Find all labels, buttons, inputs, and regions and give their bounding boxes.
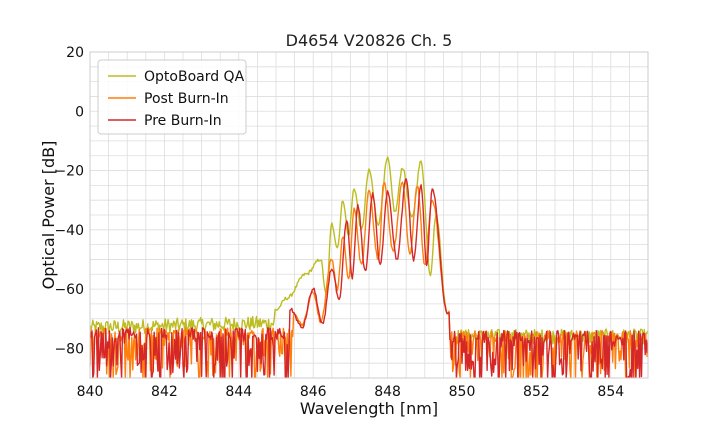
x-tick-label: 850 bbox=[449, 384, 476, 400]
y-tick-label: 20 bbox=[66, 45, 84, 61]
x-tick-labels: 840 842 844 846 848 850 852 854 bbox=[77, 384, 625, 400]
y-tick-label: −80 bbox=[54, 341, 84, 357]
y-tick-label: −60 bbox=[54, 282, 84, 298]
y-tick-label: 0 bbox=[75, 104, 84, 120]
series-line-optoboard-qa bbox=[90, 156, 648, 345]
x-tick-label: 852 bbox=[523, 384, 550, 400]
y-tick-labels: 20 0 −20 −40 −60 −80 bbox=[54, 45, 84, 357]
plot-frame bbox=[89, 51, 649, 379]
x-tick-label: 854 bbox=[597, 384, 624, 400]
legend-entry: Pre Burn-In bbox=[144, 113, 222, 129]
x-tick-label: 840 bbox=[77, 384, 104, 400]
series-line-pre-burn-in bbox=[90, 178, 648, 378]
legend-entry: Post Burn-In bbox=[144, 91, 229, 107]
x-tick-label: 846 bbox=[300, 384, 327, 400]
chart-title: D4654 V20826 Ch. 5 bbox=[286, 31, 453, 50]
x-tick-label: 844 bbox=[225, 384, 252, 400]
legend-entry: OptoBoard QA bbox=[144, 69, 245, 85]
x-tick-label: 848 bbox=[374, 384, 401, 400]
y-axis-label: Optical Power [dB] bbox=[39, 141, 58, 290]
x-tick-label: 842 bbox=[151, 384, 178, 400]
y-tick-label: −40 bbox=[54, 223, 84, 239]
y-tick-label: −20 bbox=[54, 164, 84, 180]
legend: OptoBoard QA Post Burn-In Pre Burn-In bbox=[97, 59, 247, 135]
legend-box bbox=[97, 59, 247, 135]
x-axis-label: Wavelength [nm] bbox=[300, 399, 438, 418]
series-layer bbox=[90, 156, 648, 378]
